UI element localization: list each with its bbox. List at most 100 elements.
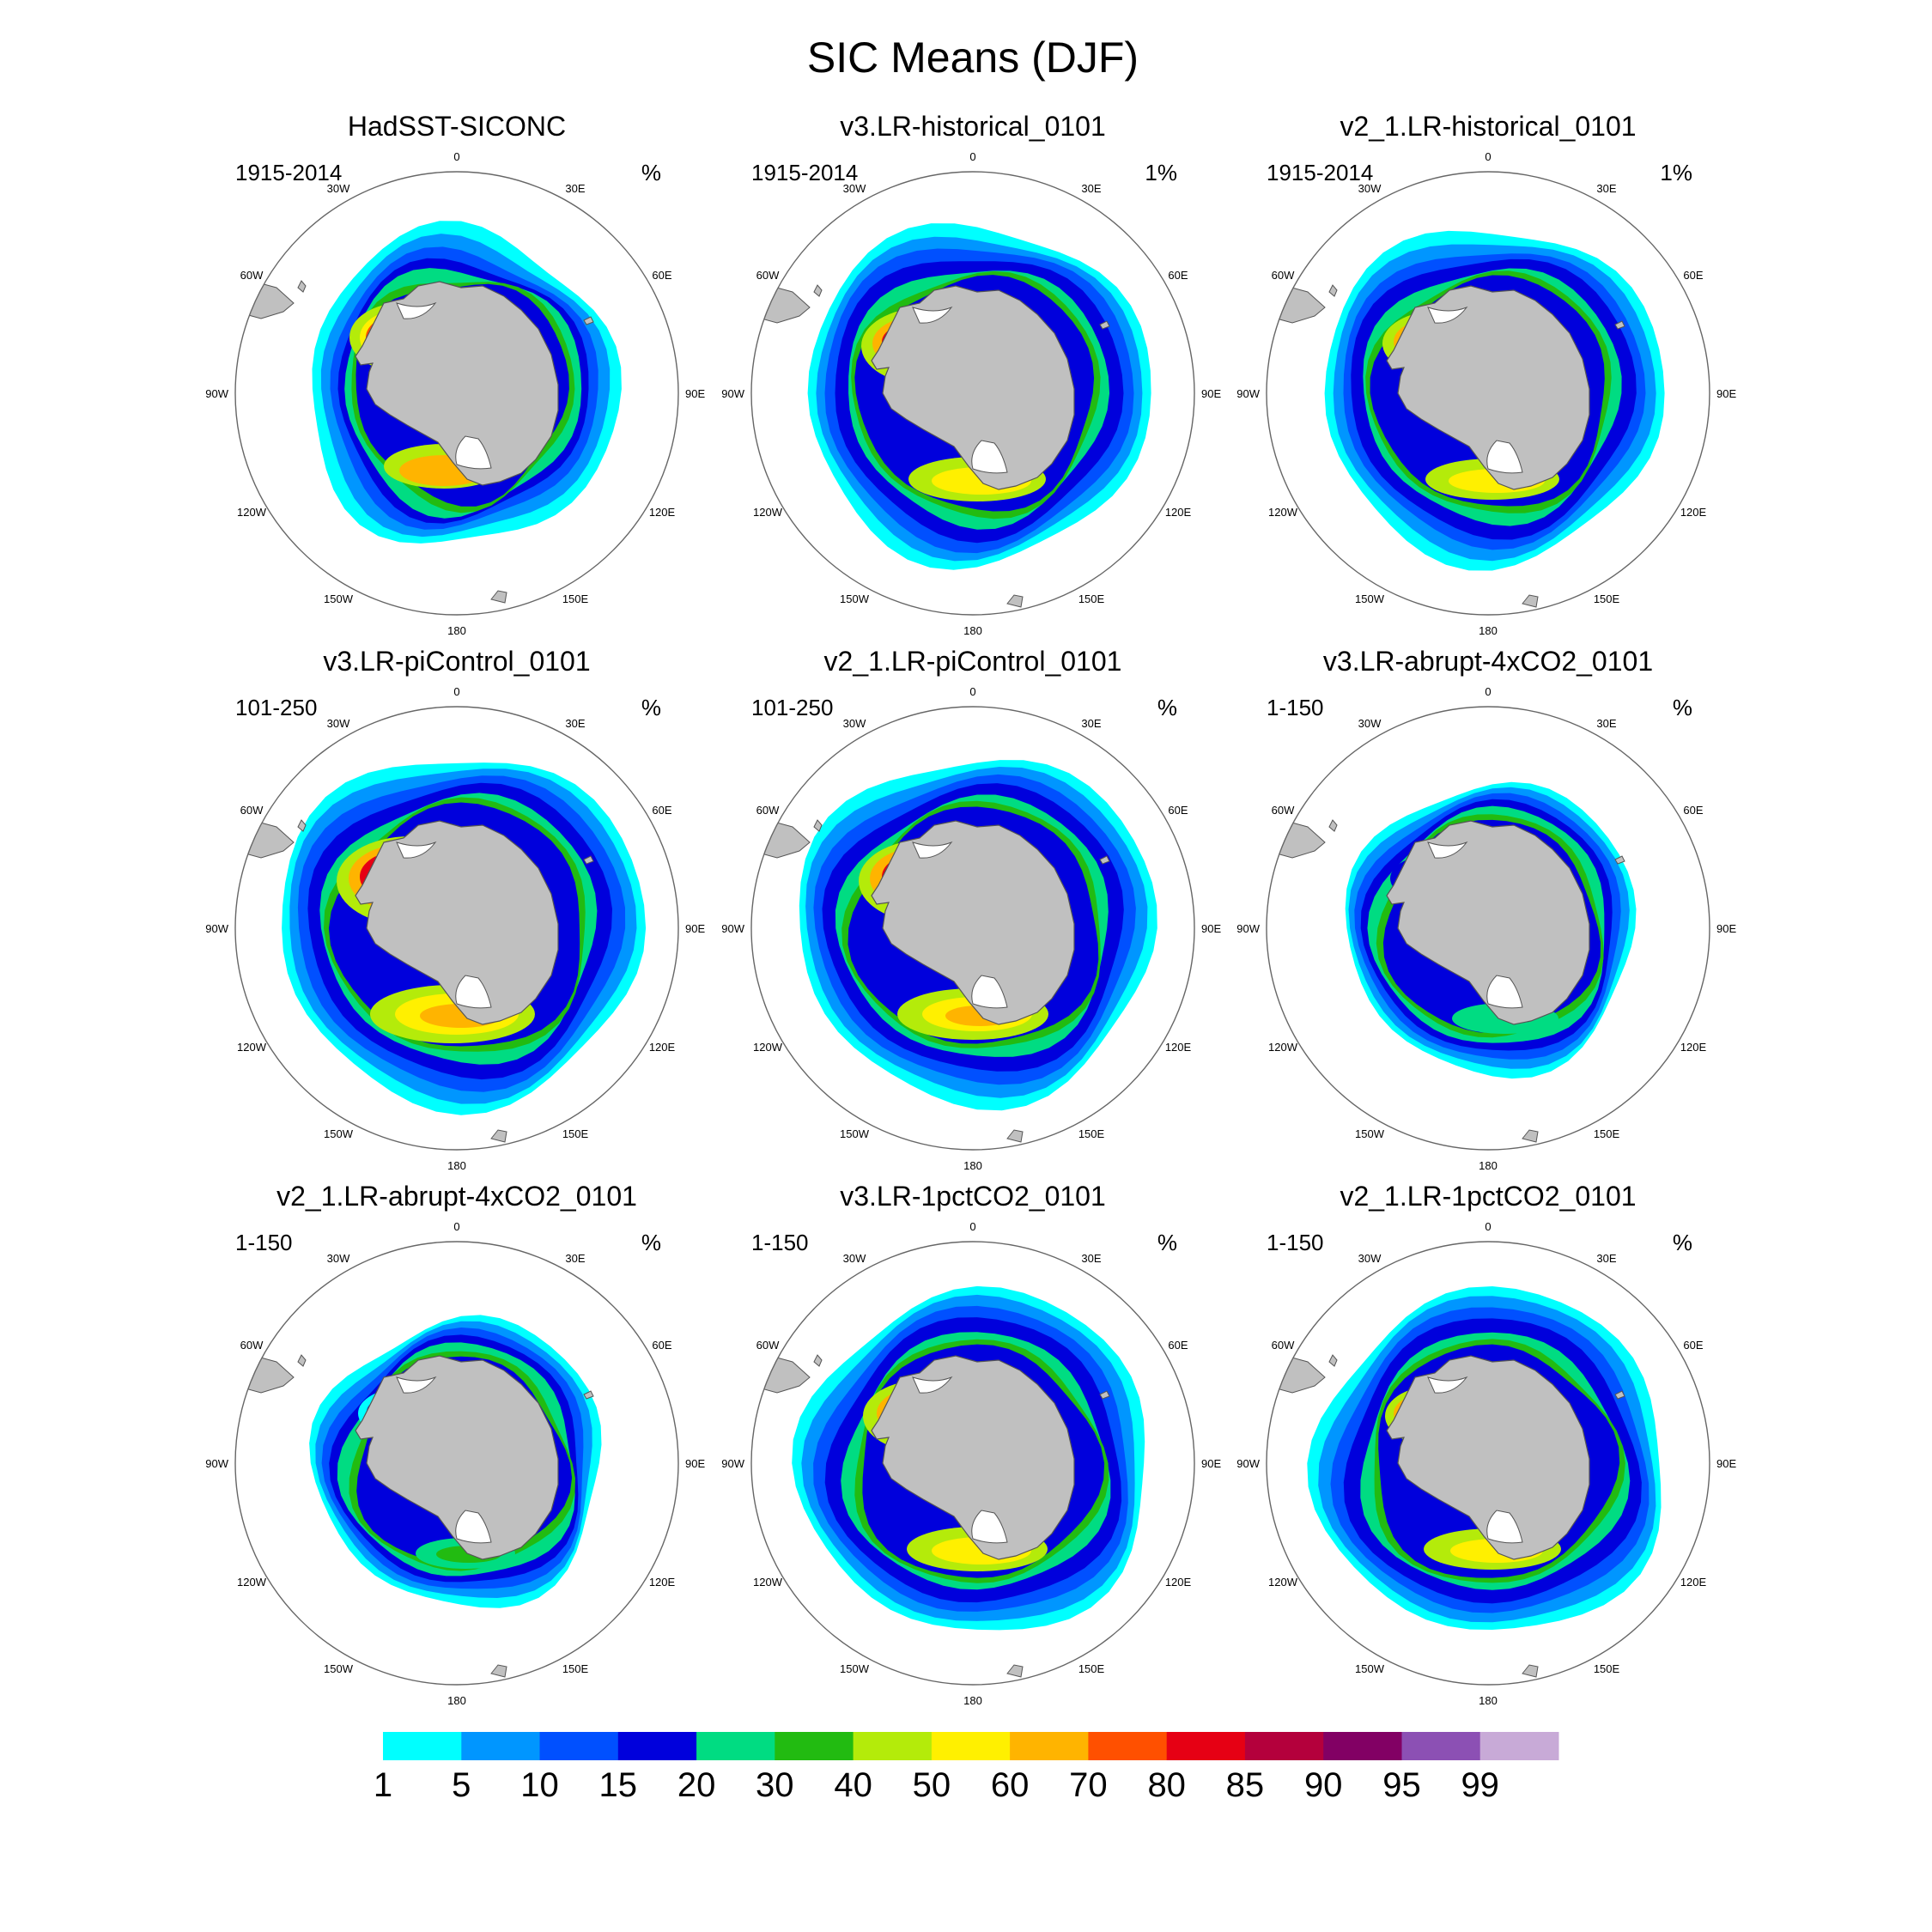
- panel-period: 101-250: [751, 695, 833, 720]
- antarctica-land: [1386, 1355, 1590, 1560]
- colorbar-label: 60: [991, 1766, 1030, 1804]
- map-body: [235, 707, 678, 1150]
- kerguelen-island: [583, 316, 594, 325]
- ronne-ice-shelf: [396, 1376, 437, 1394]
- colorbar-label: 10: [520, 1766, 559, 1804]
- panel-title: v3.LR-abrupt-4xCO2_0101: [1323, 646, 1653, 677]
- antarctica-land: [355, 281, 559, 486]
- falkland-islands: [1328, 819, 1338, 832]
- falkland-islands: [297, 819, 307, 832]
- map-panel: v3.LR-abrupt-4xCO2_0101 1-150 % 0 30E 60E 90E 1…: [1236, 646, 1736, 1172]
- map-panel: v2_1.LR-piControl_0101 101-250 % 0 30E 60E 90E…: [721, 646, 1221, 1172]
- colorbar-label: 90: [1304, 1766, 1343, 1804]
- map-body: [751, 707, 1194, 1150]
- antarctica-land: [355, 820, 559, 1025]
- longitude-label: 0: [453, 1220, 459, 1233]
- longitude-label: 90E: [1201, 387, 1221, 400]
- panel-period: 1915-2014: [235, 160, 342, 185]
- kerguelen-island: [1614, 1390, 1625, 1400]
- colorbar-label: 40: [834, 1766, 872, 1804]
- panel-title: v2_1.LR-historical_0101: [1340, 111, 1636, 142]
- longitude-label: 0: [1485, 1220, 1491, 1233]
- map-body: [235, 172, 678, 615]
- longitude-label: 30E: [1596, 1252, 1616, 1265]
- map-panel: v2_1.LR-abrupt-4xCO2_0101 1-150 % 0 30E 60E 90…: [205, 1181, 705, 1707]
- longitude-label: 150E: [1078, 1127, 1105, 1140]
- longitude-label: 120W: [237, 506, 267, 519]
- longitude-label: 120E: [1165, 506, 1192, 519]
- longitude-label: 60W: [756, 1339, 780, 1352]
- colorbar-label: 80: [1147, 1766, 1186, 1804]
- falkland-islands: [813, 819, 823, 832]
- longitude-label: 30W: [327, 1252, 350, 1265]
- colorbar: 1 5 10 15 20 30 40 50 60 70 80 85 90 95 99: [374, 1732, 1559, 1804]
- longitude-label: 150W: [840, 1662, 870, 1675]
- new-zealand-tip: [490, 1664, 507, 1678]
- longitude-label: 150W: [324, 592, 354, 605]
- colorbar-swatch: [1010, 1732, 1089, 1760]
- panel-units: %: [1673, 1230, 1692, 1255]
- ross-ice-shelf: [1486, 975, 1523, 1009]
- map-boundary: [1266, 171, 1710, 616]
- longitude-label: 60E: [1168, 804, 1188, 817]
- kerguelen-island: [1099, 855, 1110, 865]
- map-body: [751, 1242, 1194, 1685]
- panel-units: %: [1157, 1230, 1177, 1255]
- longitude-label: 60E: [1168, 269, 1188, 282]
- longitude-label: 60E: [1683, 269, 1703, 282]
- new-zealand-tip: [1522, 594, 1539, 608]
- sea-ice-field: [235, 762, 647, 1143]
- new-zealand-tip: [490, 1129, 507, 1143]
- antarctica-land: [1386, 285, 1590, 490]
- longitude-label: 60W: [1272, 804, 1295, 817]
- ronne-ice-shelf: [912, 306, 953, 324]
- colorbar-swatch: [539, 1732, 619, 1760]
- longitude-label: 60W: [756, 269, 780, 282]
- longitude-label: 90W: [205, 922, 228, 935]
- colorbar-swatch: [696, 1732, 775, 1760]
- longitude-label: 90W: [205, 387, 228, 400]
- panel-period: 1915-2014: [751, 160, 858, 185]
- longitude-label: 60W: [240, 1339, 264, 1352]
- longitude-label: 120E: [649, 1576, 676, 1589]
- map-panel: v2_1.LR-historical_0101 1915-2014 1% 0 30E 60…: [1236, 111, 1736, 637]
- colorbar-label: 99: [1461, 1766, 1499, 1804]
- map-body: [1267, 172, 1710, 615]
- longitude-label: 150E: [1078, 1662, 1105, 1675]
- panel-units: %: [641, 695, 661, 720]
- new-zealand-tip: [1006, 1664, 1024, 1678]
- longitude-label: 150E: [1594, 1127, 1620, 1140]
- map-boundary: [750, 706, 1195, 1151]
- panel-units: %: [641, 1230, 661, 1255]
- longitude-label: 120W: [753, 1576, 783, 1589]
- longitude-label: 120E: [1165, 1576, 1192, 1589]
- longitude-label: 0: [1485, 685, 1491, 698]
- panel-title: v2_1.LR-piControl_0101: [824, 646, 1122, 677]
- falkland-islands: [1328, 284, 1338, 297]
- colorbar-swatch: [931, 1732, 1011, 1760]
- panel-title: v2_1.LR-abrupt-4xCO2_0101: [276, 1181, 637, 1212]
- longitude-label: 60E: [652, 269, 671, 282]
- longitude-label: 90E: [1201, 1457, 1221, 1470]
- longitude-label: 30E: [1081, 182, 1101, 195]
- map-panel: v3.LR-historical_0101 1915-2014 1% 0 30E 60E 9…: [721, 111, 1221, 637]
- panel-title: v3.LR-historical_0101: [840, 111, 1106, 142]
- kerguelen-island: [1614, 855, 1625, 865]
- longitude-label: 150W: [1355, 592, 1385, 605]
- longitude-label: 180: [963, 1694, 982, 1707]
- ronne-ice-shelf: [396, 301, 437, 319]
- falkland-islands: [1328, 1354, 1338, 1367]
- colorbar-label: 15: [599, 1766, 638, 1804]
- longitude-label: 120W: [1268, 506, 1298, 519]
- sea-ice-field: [235, 221, 622, 604]
- new-zealand-tip: [1006, 594, 1024, 608]
- longitude-label: 90E: [1201, 922, 1221, 935]
- longitude-label: 60E: [652, 1339, 671, 1352]
- map-body: [1267, 707, 1710, 1150]
- sea-ice-field: [1267, 230, 1665, 608]
- new-zealand-tip: [1522, 1664, 1539, 1678]
- ronne-ice-shelf: [912, 841, 953, 859]
